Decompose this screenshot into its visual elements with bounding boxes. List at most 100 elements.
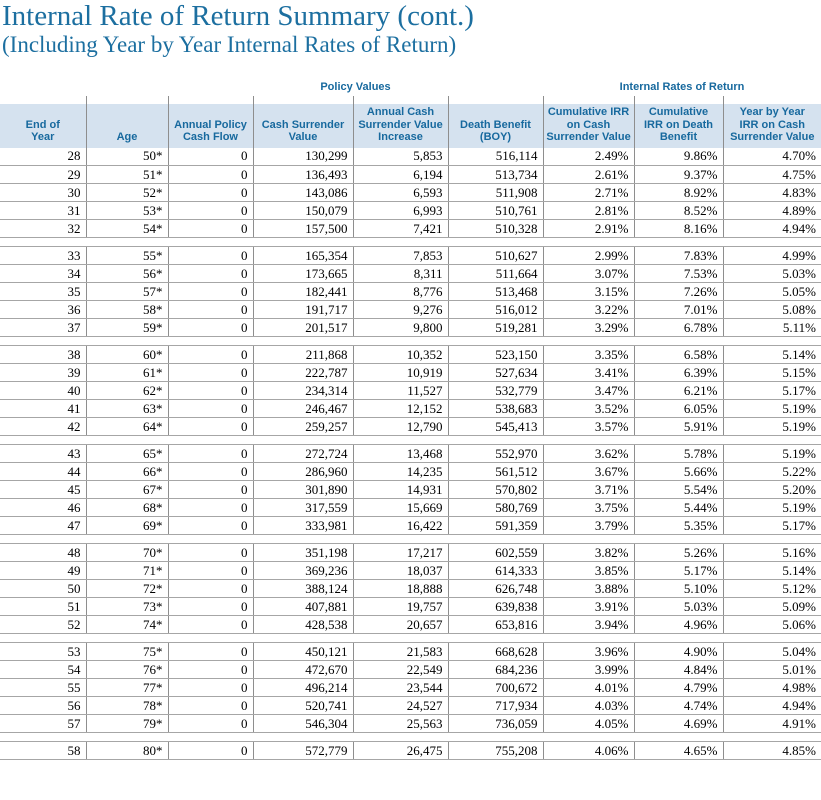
cell-cumulative-irr-death-benefit: 6.39% [634, 363, 724, 382]
cell-age: 70* [86, 543, 169, 562]
cell-age: 56* [86, 264, 169, 283]
page-subtitle: (Including Year by Year Internal Rates o… [2, 32, 457, 57]
cell-annual-cash-surrender-value-increase: 16,422 [353, 516, 449, 535]
cell-annual-cash-surrender-value-increase: 6,194 [353, 165, 449, 184]
column-header-cumulative-irr-cash-surrender-value: Cumulative IRR on Cash Surrender Value [543, 104, 635, 148]
column-header-cash-surrender-value: Cash Surrender Value [253, 104, 354, 148]
cell-annual-cash-surrender-value-increase: 18,037 [353, 561, 449, 580]
group-separator [0, 237, 821, 247]
column-header-death-benefit-boy: Death Benefit (BOY) [448, 104, 544, 148]
cell-annual-cash-surrender-value-increase: 14,931 [353, 480, 449, 499]
cell-year-by-year-irr-cash-surrender-value: 5.06% [723, 615, 821, 634]
cell-death-benefit-boy: 700,672 [448, 678, 544, 697]
cell-year-by-year-irr-cash-surrender-value: 5.08% [723, 300, 821, 319]
cell-death-benefit-boy: 510,627 [448, 246, 544, 265]
table-row: 54 76* 0 472,670 22,549 684,236 3.99% 4.84% 5.01… [0, 660, 821, 679]
cell-end-of-year: 36 [0, 300, 87, 319]
cell-end-of-year: 42 [0, 417, 87, 436]
internal-rates-group-header: Internal Rates of Return [619, 81, 745, 93]
cell-cumulative-irr-cash-surrender-value: 3.91% [543, 597, 635, 616]
irr-table: End of Year Age Annual Policy Cash Flow Cas… [0, 96, 821, 760]
table-row: 33 55* 0 165,354 7,853 510,627 2.99% 7.83% 4.99% [0, 246, 821, 265]
cell-annual-policy-cash-flow: 0 [168, 462, 254, 481]
group-separator-cell [0, 435, 821, 445]
cell-death-benefit-boy: 513,468 [448, 282, 544, 301]
cell-annual-policy-cash-flow: 0 [168, 183, 254, 202]
cell-end-of-year: 29 [0, 165, 87, 184]
cell-end-of-year: 50 [0, 579, 87, 598]
cell-cumulative-irr-death-benefit: 8.16% [634, 219, 724, 238]
cell-annual-policy-cash-flow: 0 [168, 561, 254, 580]
cell-year-by-year-irr-cash-surrender-value: 5.12% [723, 579, 821, 598]
cell-year-by-year-irr-cash-surrender-value: 5.14% [723, 345, 821, 364]
cell-end-of-year: 30 [0, 183, 87, 202]
table-row: 41 63* 0 246,467 12,152 538,683 3.52% 6.05% 5.19… [0, 399, 821, 418]
cell-annual-cash-surrender-value-increase: 21,583 [353, 642, 449, 661]
cell-annual-cash-surrender-value-increase: 24,527 [353, 696, 449, 715]
cell-cash-surrender-value: 472,670 [253, 660, 354, 679]
cell-cumulative-irr-death-benefit: 4.90% [634, 642, 724, 661]
cell-cumulative-irr-death-benefit: 9.37% [634, 165, 724, 184]
cell-annual-cash-surrender-value-increase: 10,352 [353, 345, 449, 364]
cell-death-benefit-boy: 668,628 [448, 642, 544, 661]
cell-year-by-year-irr-cash-surrender-value: 5.19% [723, 498, 821, 517]
cell-year-by-year-irr-cash-surrender-value: 5.14% [723, 561, 821, 580]
column-header-end-of-year: End of Year [0, 104, 87, 148]
cell-year-by-year-irr-cash-surrender-value: 5.19% [723, 417, 821, 436]
column-header-annual-policy-cash-flow: Annual Policy Cash Flow [168, 104, 254, 148]
cell-year-by-year-irr-cash-surrender-value: 4.94% [723, 219, 821, 238]
cell-end-of-year: 31 [0, 201, 87, 220]
cell-death-benefit-boy: 532,779 [448, 381, 544, 400]
cell-cumulative-irr-cash-surrender-value: 3.71% [543, 480, 635, 499]
cell-cumulative-irr-cash-surrender-value: 3.94% [543, 615, 635, 634]
cell-cumulative-irr-death-benefit: 9.86% [634, 147, 724, 166]
cell-end-of-year: 28 [0, 147, 87, 166]
cell-cash-surrender-value: 130,299 [253, 147, 354, 166]
cell-annual-cash-surrender-value-increase: 10,919 [353, 363, 449, 382]
cell-year-by-year-irr-cash-surrender-value: 4.70% [723, 147, 821, 166]
cell-cash-surrender-value: 496,214 [253, 678, 354, 697]
cell-annual-policy-cash-flow: 0 [168, 201, 254, 220]
cell-cash-surrender-value: 234,314 [253, 381, 354, 400]
cell-cash-surrender-value: 572,779 [253, 741, 354, 760]
group-separator-cell [0, 633, 821, 643]
cell-cumulative-irr-cash-surrender-value: 2.71% [543, 183, 635, 202]
header-spacer-cell [0, 96, 87, 104]
cell-year-by-year-irr-cash-surrender-value: 4.75% [723, 165, 821, 184]
cell-cash-surrender-value: 136,493 [253, 165, 354, 184]
cell-annual-cash-surrender-value-increase: 9,800 [353, 318, 449, 337]
group-separator [0, 732, 821, 742]
table-row: 30 52* 0 143,086 6,593 511,908 2.71% 8.92% 4.83% [0, 183, 821, 202]
cell-annual-cash-surrender-value-increase: 9,276 [353, 300, 449, 319]
cell-annual-policy-cash-flow: 0 [168, 165, 254, 184]
cell-cumulative-irr-cash-surrender-value: 3.62% [543, 444, 635, 463]
cell-age: 64* [86, 417, 169, 436]
table-row: 47 69* 0 333,981 16,422 591,359 3.79% 5.35% 5.17… [0, 516, 821, 535]
cell-death-benefit-boy: 545,413 [448, 417, 544, 436]
cell-year-by-year-irr-cash-surrender-value: 5.11% [723, 318, 821, 337]
cell-cash-surrender-value: 520,741 [253, 696, 354, 715]
cell-death-benefit-boy: 552,970 [448, 444, 544, 463]
cell-cumulative-irr-death-benefit: 5.03% [634, 597, 724, 616]
cell-cash-surrender-value: 428,538 [253, 615, 354, 634]
cell-cash-surrender-value: 407,881 [253, 597, 354, 616]
cell-death-benefit-boy: 684,236 [448, 660, 544, 679]
cell-death-benefit-boy: 602,559 [448, 543, 544, 562]
cell-cumulative-irr-death-benefit: 7.83% [634, 246, 724, 265]
cell-death-benefit-boy: 639,838 [448, 597, 544, 616]
cell-year-by-year-irr-cash-surrender-value: 5.04% [723, 642, 821, 661]
table-row: 48 70* 0 351,198 17,217 602,559 3.82% 5.26% 5.16… [0, 543, 821, 562]
cell-age: 76* [86, 660, 169, 679]
table-row: 35 57* 0 182,441 8,776 513,468 3.15% 7.26% 5.05% [0, 282, 821, 301]
cell-cash-surrender-value: 317,559 [253, 498, 354, 517]
cell-cumulative-irr-death-benefit: 5.66% [634, 462, 724, 481]
cell-annual-policy-cash-flow: 0 [168, 147, 254, 166]
page-title: Internal Rate of Return Summary (cont.) [2, 0, 474, 32]
cell-cumulative-irr-death-benefit: 6.78% [634, 318, 724, 337]
cell-death-benefit-boy: 717,934 [448, 696, 544, 715]
cell-annual-policy-cash-flow: 0 [168, 543, 254, 562]
cell-annual-cash-surrender-value-increase: 8,311 [353, 264, 449, 283]
cell-cumulative-irr-death-benefit: 5.54% [634, 480, 724, 499]
cell-death-benefit-boy: 591,359 [448, 516, 544, 535]
cell-cumulative-irr-cash-surrender-value: 3.29% [543, 318, 635, 337]
